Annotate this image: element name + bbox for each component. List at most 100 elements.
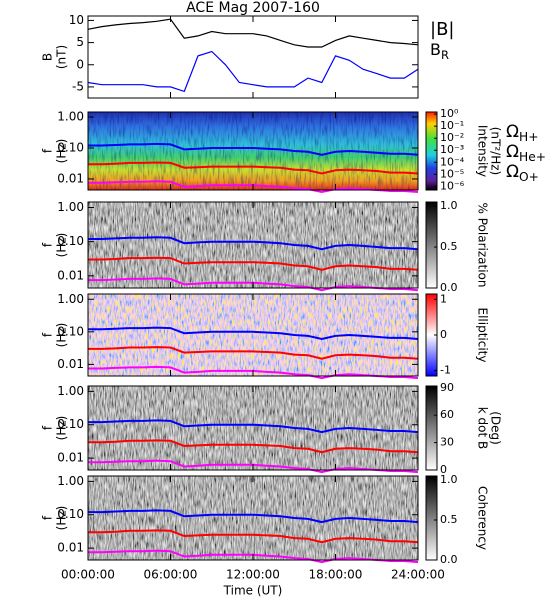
y-tick-label: 1.00: [57, 200, 84, 214]
colorbar-tick-label: 0: [440, 328, 447, 341]
spectrogram-texture: [88, 386, 418, 470]
y-tick-label: 0: [76, 57, 84, 71]
colorbar: [425, 475, 438, 561]
y-tick-label: 0.10: [57, 324, 84, 338]
colorbar-label: k dot B: [476, 407, 490, 449]
y-tick-label: 1.00: [57, 384, 84, 398]
spectrogram-texture: [88, 476, 418, 560]
x-tick-label: 24:00:00: [391, 568, 445, 582]
colorbar-label: (Deg): [489, 411, 503, 445]
gyrofrequency-line: [88, 236, 419, 251]
gyrofrequency-line: [88, 142, 419, 156]
colorbar-tick-label: 1.0: [440, 473, 458, 486]
legend-name: Ω: [506, 142, 519, 162]
gyrofrequency-line: [88, 346, 419, 360]
colorbar-label: Intensity: [476, 125, 490, 177]
colorbar-tick-label: 0: [440, 463, 447, 476]
y-tick-label: 0.01: [57, 357, 84, 371]
y-axis-label: f: [41, 148, 55, 153]
y-axis-label: (Hz): [55, 233, 69, 258]
legend-entry: |B|: [430, 19, 454, 40]
y-axis-label: B: [41, 53, 55, 61]
y-tick-label: 0.10: [57, 140, 84, 154]
colorbar-label: % Polarization: [476, 203, 490, 288]
colorbar-tick-label: 0.0: [440, 553, 458, 566]
colorbar-tick-label: 10⁻²: [440, 131, 464, 144]
colorbar-tick-label: 0.0: [440, 281, 458, 294]
y-tick-label: 0.01: [57, 451, 84, 465]
x-tick-label: 00:00:00: [61, 568, 115, 582]
y-axis-label: f: [41, 332, 55, 337]
legend-subscript: He+: [519, 150, 546, 164]
gyrofrequency-line: [88, 326, 419, 341]
y-axis-label: f: [41, 515, 55, 520]
colorbar-tick-label: 10⁻⁵: [440, 167, 464, 180]
colorbar-tick-label: 60: [440, 408, 454, 421]
y-tick-label: 1.00: [57, 474, 84, 488]
spectrogram-texture: [88, 294, 418, 376]
colorbar-tick-label: 10⁻¹: [440, 119, 464, 132]
y-tick-label: 5: [76, 35, 84, 49]
legend-subscript: H+: [519, 130, 538, 144]
colorbar-tick-label: 10⁻⁴: [440, 155, 465, 168]
colorbar-tick-label: 1: [440, 292, 447, 305]
colorbar-label: Coherency: [476, 486, 490, 550]
spectrogram-texture: [88, 112, 418, 190]
gyrofrequency-line: [88, 509, 419, 524]
figure-title: ACE Mag 2007-160: [186, 0, 320, 16]
colorbar: [425, 385, 438, 471]
colorbar-label: Ellipticity: [476, 308, 490, 363]
colorbar-label: (nT²/Hz): [489, 127, 503, 175]
colorbar-tick-label: 90: [440, 381, 454, 394]
colorbar-tick-label: 0.5: [440, 240, 458, 253]
spectrogram-texture: [88, 202, 418, 288]
legend-entry: ΩHe+: [506, 142, 546, 164]
gyrofrequency-line: [88, 161, 419, 175]
y-axis-label: f: [41, 425, 55, 430]
legend-name: Ω: [506, 122, 519, 142]
legend-name: |B|: [430, 19, 454, 40]
y-axis-label: (Hz): [55, 323, 69, 348]
colorbar: [425, 111, 438, 191]
legend-subscript: R: [441, 48, 449, 62]
legend-name: B: [430, 40, 441, 59]
colorbar: [425, 201, 438, 289]
colorbar-tick-label: 10⁰: [440, 107, 459, 120]
colorbar-tick-label: 10⁻⁶: [440, 179, 465, 192]
legend-name: Ω: [506, 162, 519, 182]
y-tick-label: 1.00: [57, 109, 84, 123]
y-axis-label: (Hz): [55, 506, 69, 531]
y-axis-label: f: [41, 242, 55, 247]
y-axis-label: (Hz): [55, 139, 69, 164]
colorbar-tick-label: -1: [440, 364, 451, 377]
data-line: [87, 50, 419, 93]
y-tick-label: 0.10: [57, 507, 84, 521]
y-tick-label: 0.10: [57, 234, 84, 248]
y-tick-label: 10: [69, 13, 84, 27]
y-tick-label: 0.01: [57, 171, 84, 185]
data-line: [87, 18, 419, 48]
gyrofrequency-line: [88, 256, 419, 271]
legend-entry: BR: [430, 40, 449, 62]
gyrofrequency-line: [88, 439, 419, 454]
legend-entry: ΩO+: [506, 162, 539, 184]
y-tick-label: 0.01: [57, 268, 84, 282]
x-tick-label: 06:00:00: [144, 568, 198, 582]
gyrofrequency-line: [88, 419, 419, 434]
colorbar-tick-label: 1.0: [440, 199, 458, 212]
y-tick-label: 0.01: [57, 541, 84, 555]
panel-frame: [87, 15, 419, 99]
y-tick-label: 1.00: [57, 292, 84, 306]
legend-entry: ΩH+: [506, 122, 538, 144]
legend-subscript: O+: [519, 170, 539, 184]
gyrofrequency-line: [88, 529, 419, 544]
x-tick-label: 12:00:00: [226, 568, 280, 582]
y-axis-label: (Hz): [55, 416, 69, 441]
y-axis-label: (nT): [55, 45, 69, 69]
y-tick-label: -5: [72, 79, 84, 93]
colorbar-tick-label: 0.5: [440, 513, 458, 526]
x-tick-label: 18:00:00: [309, 568, 363, 582]
colorbar-tick-label: 30: [440, 436, 454, 449]
y-tick-label: 0.10: [57, 417, 84, 431]
